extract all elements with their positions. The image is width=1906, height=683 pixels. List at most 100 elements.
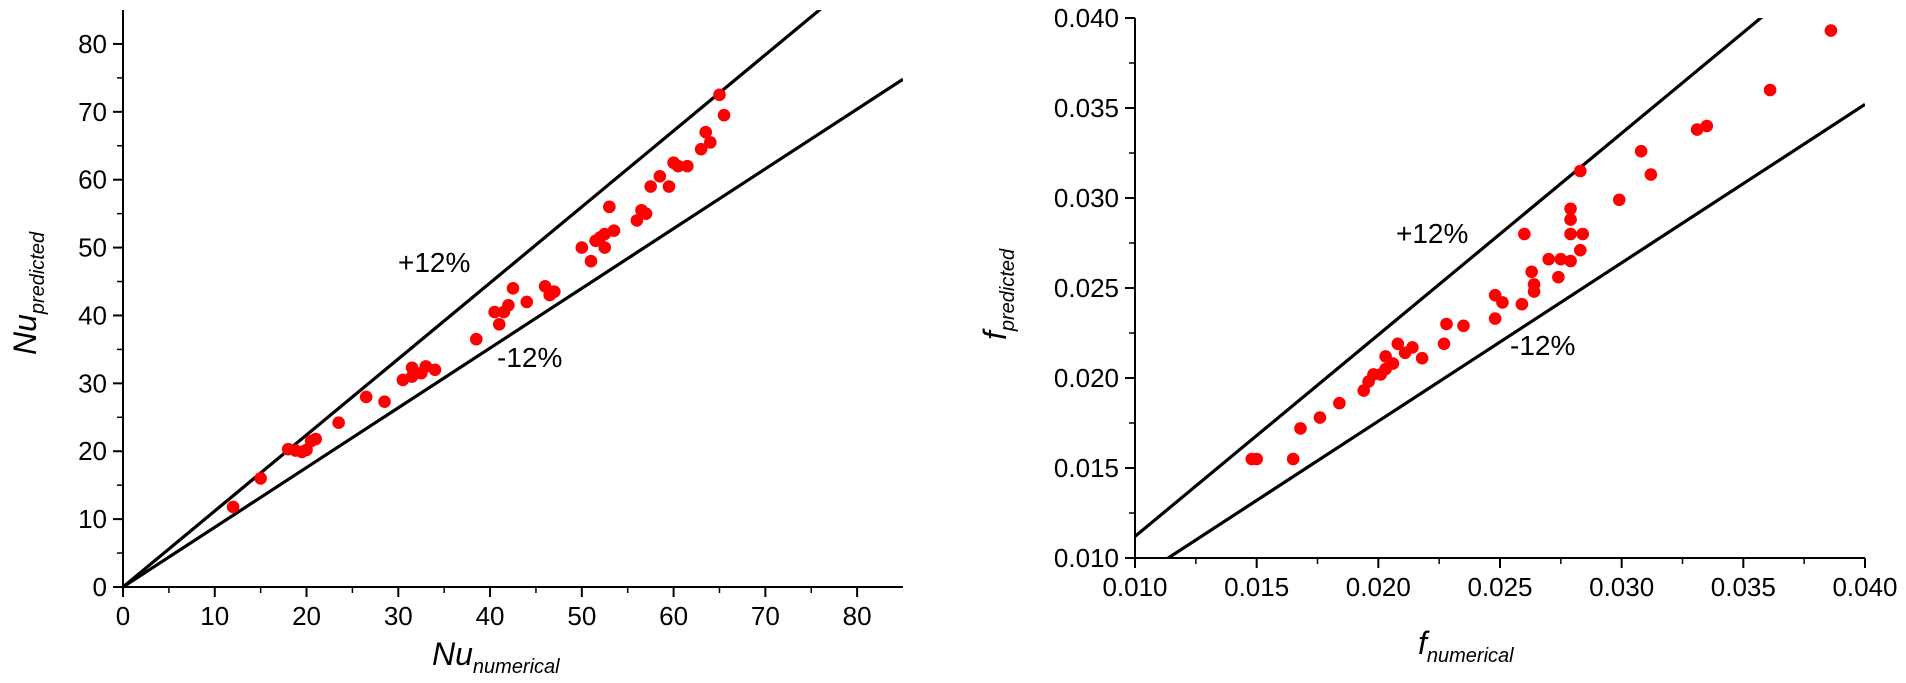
nu-x-tick-label: 30 (384, 601, 413, 631)
f-data-point (1763, 83, 1777, 97)
nu-data-point (662, 180, 676, 193)
f-data-point (1564, 213, 1577, 226)
f-data-point (1294, 422, 1307, 435)
f-y-tick-label: 0.015 (1054, 453, 1119, 483)
nu-minus-12-label: -12% (497, 342, 562, 373)
f-data-point (1313, 411, 1327, 424)
f-data-point (1386, 357, 1400, 370)
f-data-point (1612, 193, 1626, 207)
f-data-point (1644, 168, 1658, 181)
nu-data-point (506, 282, 520, 295)
f-minus-12-label: -12% (1510, 330, 1575, 361)
f-data-point (1700, 119, 1714, 133)
f-reference-lines (1135, 18, 1865, 558)
nu-y-tick-label: 10 (78, 504, 107, 534)
nu-data-point (378, 395, 391, 408)
f-x-axis-title-sub: numerical (1427, 645, 1514, 667)
nu-lines-clipped (123, 10, 903, 587)
nu-data-point (469, 332, 483, 346)
f-lines-clipped (1135, 18, 1865, 558)
f-y-tick-label: 0.030 (1054, 183, 1119, 213)
nu-x-axis-title-sub: numerical (473, 656, 560, 678)
f-data-point (1824, 24, 1838, 37)
f-x-axis-title: fnumerical (1418, 625, 1514, 667)
f-x-tick-label: 0.025 (1467, 572, 1532, 602)
nu-data-point (502, 298, 515, 312)
f-data-point (1552, 270, 1565, 284)
f-data-point (1542, 252, 1555, 266)
nu-data-point (703, 136, 717, 149)
f-y-tick-label: 0.010 (1054, 543, 1119, 573)
nu-y-tick-label: 80 (78, 29, 107, 59)
f-data-point (1488, 312, 1502, 325)
nu-data-point (681, 159, 694, 173)
nu-data-point (254, 472, 267, 485)
f-data-point (1574, 164, 1587, 178)
nu-data-point (713, 88, 726, 102)
f-data-point (1527, 285, 1541, 298)
nu-y-tick-label: 20 (78, 436, 107, 466)
f-data-point (1554, 252, 1568, 266)
f-data-point (1406, 341, 1419, 354)
nu-x-tick-label: 40 (476, 601, 505, 631)
f-data-points (1245, 24, 1838, 466)
nu-data-point (653, 170, 667, 183)
nu-data-point (332, 416, 345, 430)
nu-x-tick-label: 0 (116, 601, 130, 631)
f-minus-12-line (1165, 103, 1865, 558)
f-data-point (1564, 254, 1577, 268)
nu-x-tick-label: 60 (659, 601, 688, 631)
f-ticks: 0.010 0.015 0.020 0.025 0.030 0.035 0.040 0.010… (1054, 3, 1898, 602)
nu-data-point (488, 305, 501, 319)
nu-y-axis-title-sub: predicted (27, 231, 49, 315)
nu-y-tick-label: 40 (78, 300, 107, 330)
nu-data-point (644, 180, 657, 193)
f-plus-12-line (1135, 18, 1764, 538)
f-y-tick-label: 0.040 (1054, 3, 1119, 33)
nu-x-tick-label: 80 (843, 601, 872, 631)
nu-plus-12-line (123, 10, 822, 587)
nu-data-point (694, 142, 708, 156)
nu-data-point (671, 159, 685, 173)
f-data-point (1515, 297, 1529, 311)
nu-y-tick-label: 60 (78, 165, 107, 195)
nu-reference-lines (123, 10, 903, 587)
f-data-point (1440, 317, 1453, 331)
f-data-point (1574, 243, 1587, 257)
f-data-point (1634, 144, 1648, 158)
nu-data-point (428, 363, 442, 377)
f-data-point (1496, 296, 1509, 309)
nu-plus-12-label: +12% (398, 247, 470, 278)
nu-y-tick-label: 30 (78, 368, 107, 398)
nu-x-tick-label: 10 (200, 601, 229, 631)
nu-data-points (226, 88, 731, 514)
nu-data-point (699, 125, 713, 139)
nu-y-tick-label: 70 (78, 97, 107, 127)
f-x-tick-label: 0.010 (1102, 572, 1167, 602)
nu-data-point (359, 390, 373, 404)
nu-y-tick-label: 50 (78, 233, 107, 263)
f-data-point (1564, 227, 1577, 241)
nu-data-point (584, 254, 598, 268)
nu-data-point (405, 361, 419, 375)
f-axes (1134, 18, 1865, 559)
f-data-point (1564, 202, 1577, 216)
f-x-tick-label: 0.030 (1589, 572, 1654, 602)
f-data-point (1333, 396, 1346, 410)
nu-data-point (717, 108, 731, 122)
nu-y-tick-label: 0 (93, 572, 107, 602)
f-data-point (1286, 452, 1300, 466)
f-x-tick-label: 0.015 (1224, 572, 1289, 602)
nu-x-axis-title: Nunumerical (432, 636, 560, 678)
nu-data-point (598, 241, 612, 254)
nu-x-tick-label: 20 (292, 601, 321, 631)
f-data-point (1690, 123, 1704, 136)
f-y-tick-label: 0.025 (1054, 273, 1119, 303)
f-data-point (1576, 227, 1590, 241)
nu-data-point (639, 207, 653, 220)
f-y-tick-label: 0.035 (1054, 93, 1119, 123)
nu-data-point (607, 224, 621, 237)
f-x-tick-label: 0.040 (1832, 572, 1897, 602)
nu-x-tick-label: 50 (567, 601, 596, 631)
